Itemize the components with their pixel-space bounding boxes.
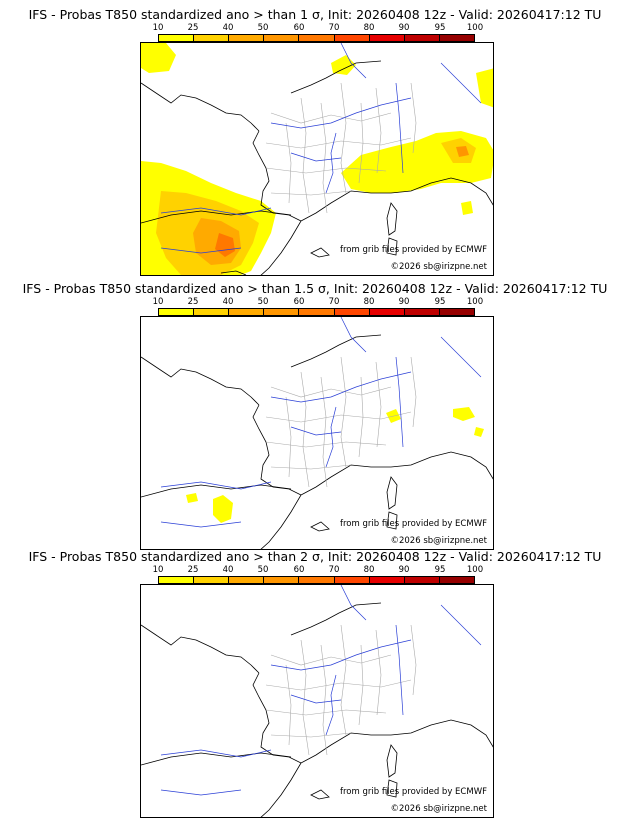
color-legend: 10 25 40 50 60 70 80 90 95 100 [153, 565, 484, 593]
legend-color-segment [194, 35, 230, 41]
legend-color-segment [194, 577, 230, 583]
legend-color-segment [334, 35, 370, 41]
legend-tick: 70 [328, 565, 340, 575]
source-credit: from grib files provided by ECMWF [340, 245, 487, 255]
legend-color-segment [439, 35, 474, 41]
coastlines [141, 602, 493, 817]
copyright-credit: ©2026 sb@irizpne.net [390, 804, 487, 814]
legend-color-segment [264, 309, 300, 315]
map-panel-3: IFS - Probas T850 standardized ano > tha… [0, 550, 630, 823]
legend-tick: 70 [328, 23, 340, 33]
legend-color-segment [299, 577, 335, 583]
legend-color-segment [334, 577, 370, 583]
legend-tick: 100 [466, 23, 484, 33]
legend-color-segment [299, 35, 335, 41]
legend-colorbar [158, 308, 475, 316]
legend-tick: 10 [152, 297, 164, 307]
legend-tick: 60 [293, 297, 305, 307]
legend-color-segment [334, 309, 370, 315]
legend-tick: 60 [293, 565, 305, 575]
legend-color-segment [404, 577, 440, 583]
color-legend: 10 25 40 50 60 70 80 90 95 100 [153, 23, 484, 51]
legend-labels: 10 25 40 50 60 70 80 90 95 100 [153, 297, 484, 308]
coastlines [141, 60, 493, 275]
legend-tick: 95 [434, 297, 446, 307]
legend-tick: 95 [434, 23, 446, 33]
source-credit: from grib files provided by ECMWF [340, 519, 487, 529]
probability-shading [186, 407, 484, 523]
panel-title: IFS - Probas T850 standardized ano > tha… [28, 7, 602, 22]
map-france: from grib files provided by ECMWF ©2026 … [140, 584, 494, 818]
legend-tick: 90 [398, 565, 410, 575]
legend-tick: 40 [222, 23, 234, 33]
legend-tick: 80 [363, 23, 375, 33]
legend-color-segment [159, 309, 195, 315]
legend-tick: 25 [187, 297, 199, 307]
legend-color-segment [369, 35, 405, 41]
map-panel-1: IFS - Probas T850 standardized ano > tha… [0, 8, 630, 281]
copyright-credit: ©2026 sb@irizpne.net [390, 536, 487, 546]
rivers [160, 317, 482, 528]
legend-color-segment [369, 309, 405, 315]
legend-tick: 25 [187, 565, 199, 575]
legend-tick: 50 [257, 23, 269, 33]
legend-tick: 90 [398, 23, 410, 33]
legend-tick: 100 [466, 565, 484, 575]
admin-boundaries [265, 624, 417, 756]
map-graphic [141, 317, 493, 549]
legend-tick: 80 [363, 565, 375, 575]
legend-colorbar [158, 576, 475, 584]
rivers [160, 585, 482, 796]
legend-color-segment [264, 577, 300, 583]
legend-color-segment [299, 309, 335, 315]
panel-title: IFS - Probas T850 standardized ano > tha… [22, 281, 608, 296]
copyright-credit: ©2026 sb@irizpne.net [390, 262, 487, 272]
legend-tick: 80 [363, 297, 375, 307]
legend-tick: 70 [328, 297, 340, 307]
probability-shading [141, 43, 493, 275]
legend-tick: 25 [187, 23, 199, 33]
legend-labels: 10 25 40 50 60 70 80 90 95 100 [153, 565, 484, 576]
legend-tick: 90 [398, 297, 410, 307]
map-graphic [141, 43, 493, 275]
legend-labels: 10 25 40 50 60 70 80 90 95 100 [153, 23, 484, 34]
panel-title: IFS - Probas T850 standardized ano > tha… [28, 549, 602, 564]
map-panel-2: IFS - Probas T850 standardized ano > tha… [0, 282, 630, 555]
legend-tick: 60 [293, 23, 305, 33]
legend-color-segment [404, 309, 440, 315]
legend-tick: 40 [222, 565, 234, 575]
rivers [160, 43, 482, 254]
legend-tick: 40 [222, 297, 234, 307]
legend-tick: 95 [434, 565, 446, 575]
legend-color-segment [229, 309, 265, 315]
legend-color-segment [159, 35, 195, 41]
legend-tick: 100 [466, 297, 484, 307]
map-france: from grib files provided by ECMWF ©2026 … [140, 316, 494, 550]
legend-color-segment [159, 577, 195, 583]
legend-tick: 10 [152, 565, 164, 575]
legend-color-segment [439, 309, 474, 315]
legend-tick: 10 [152, 23, 164, 33]
admin-boundaries [265, 82, 417, 214]
legend-color-segment [229, 577, 265, 583]
legend-colorbar [158, 34, 475, 42]
source-credit: from grib files provided by ECMWF [340, 787, 487, 797]
color-legend: 10 25 40 50 60 70 80 90 95 100 [153, 297, 484, 325]
legend-color-segment [194, 309, 230, 315]
legend-color-segment [264, 35, 300, 41]
coastlines [141, 334, 493, 549]
legend-color-segment [229, 35, 265, 41]
map-graphic [141, 585, 493, 817]
legend-color-segment [404, 35, 440, 41]
legend-color-segment [439, 577, 474, 583]
admin-boundaries [265, 356, 417, 488]
map-france: from grib files provided by ECMWF ©2026 … [140, 42, 494, 276]
legend-color-segment [369, 577, 405, 583]
legend-tick: 50 [257, 565, 269, 575]
legend-tick: 50 [257, 297, 269, 307]
